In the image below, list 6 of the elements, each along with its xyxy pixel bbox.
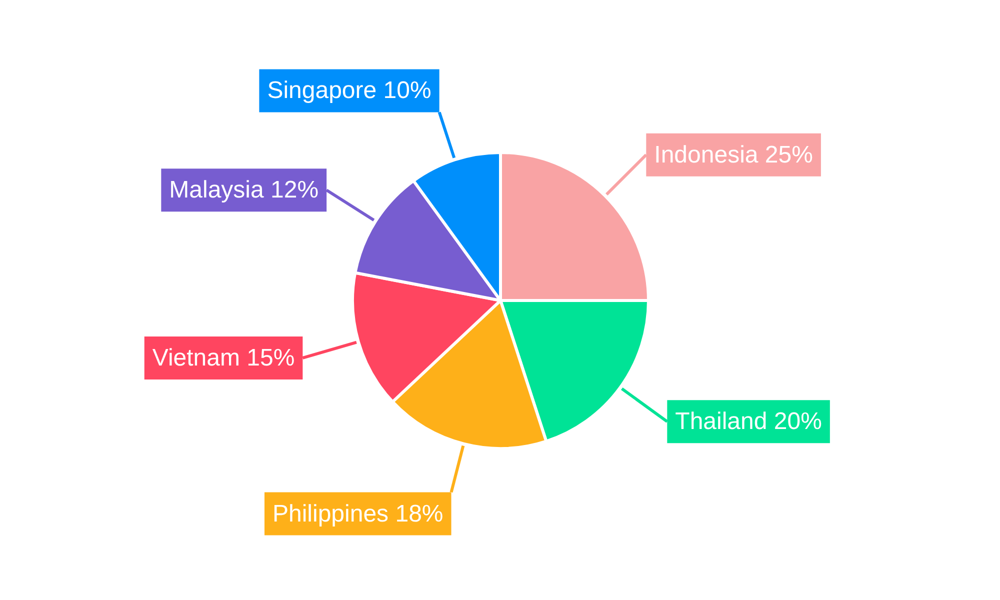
slice-label: Malaysia 12% [169,176,319,204]
slice-label: Philippines 18% [272,500,444,528]
slice-label: Indonesia 25% [654,141,813,168]
slice-label: Thailand 20% [675,408,822,436]
slice-label: Vietnam 15% [152,344,295,372]
slice-label: Singapore 10% [267,77,432,104]
